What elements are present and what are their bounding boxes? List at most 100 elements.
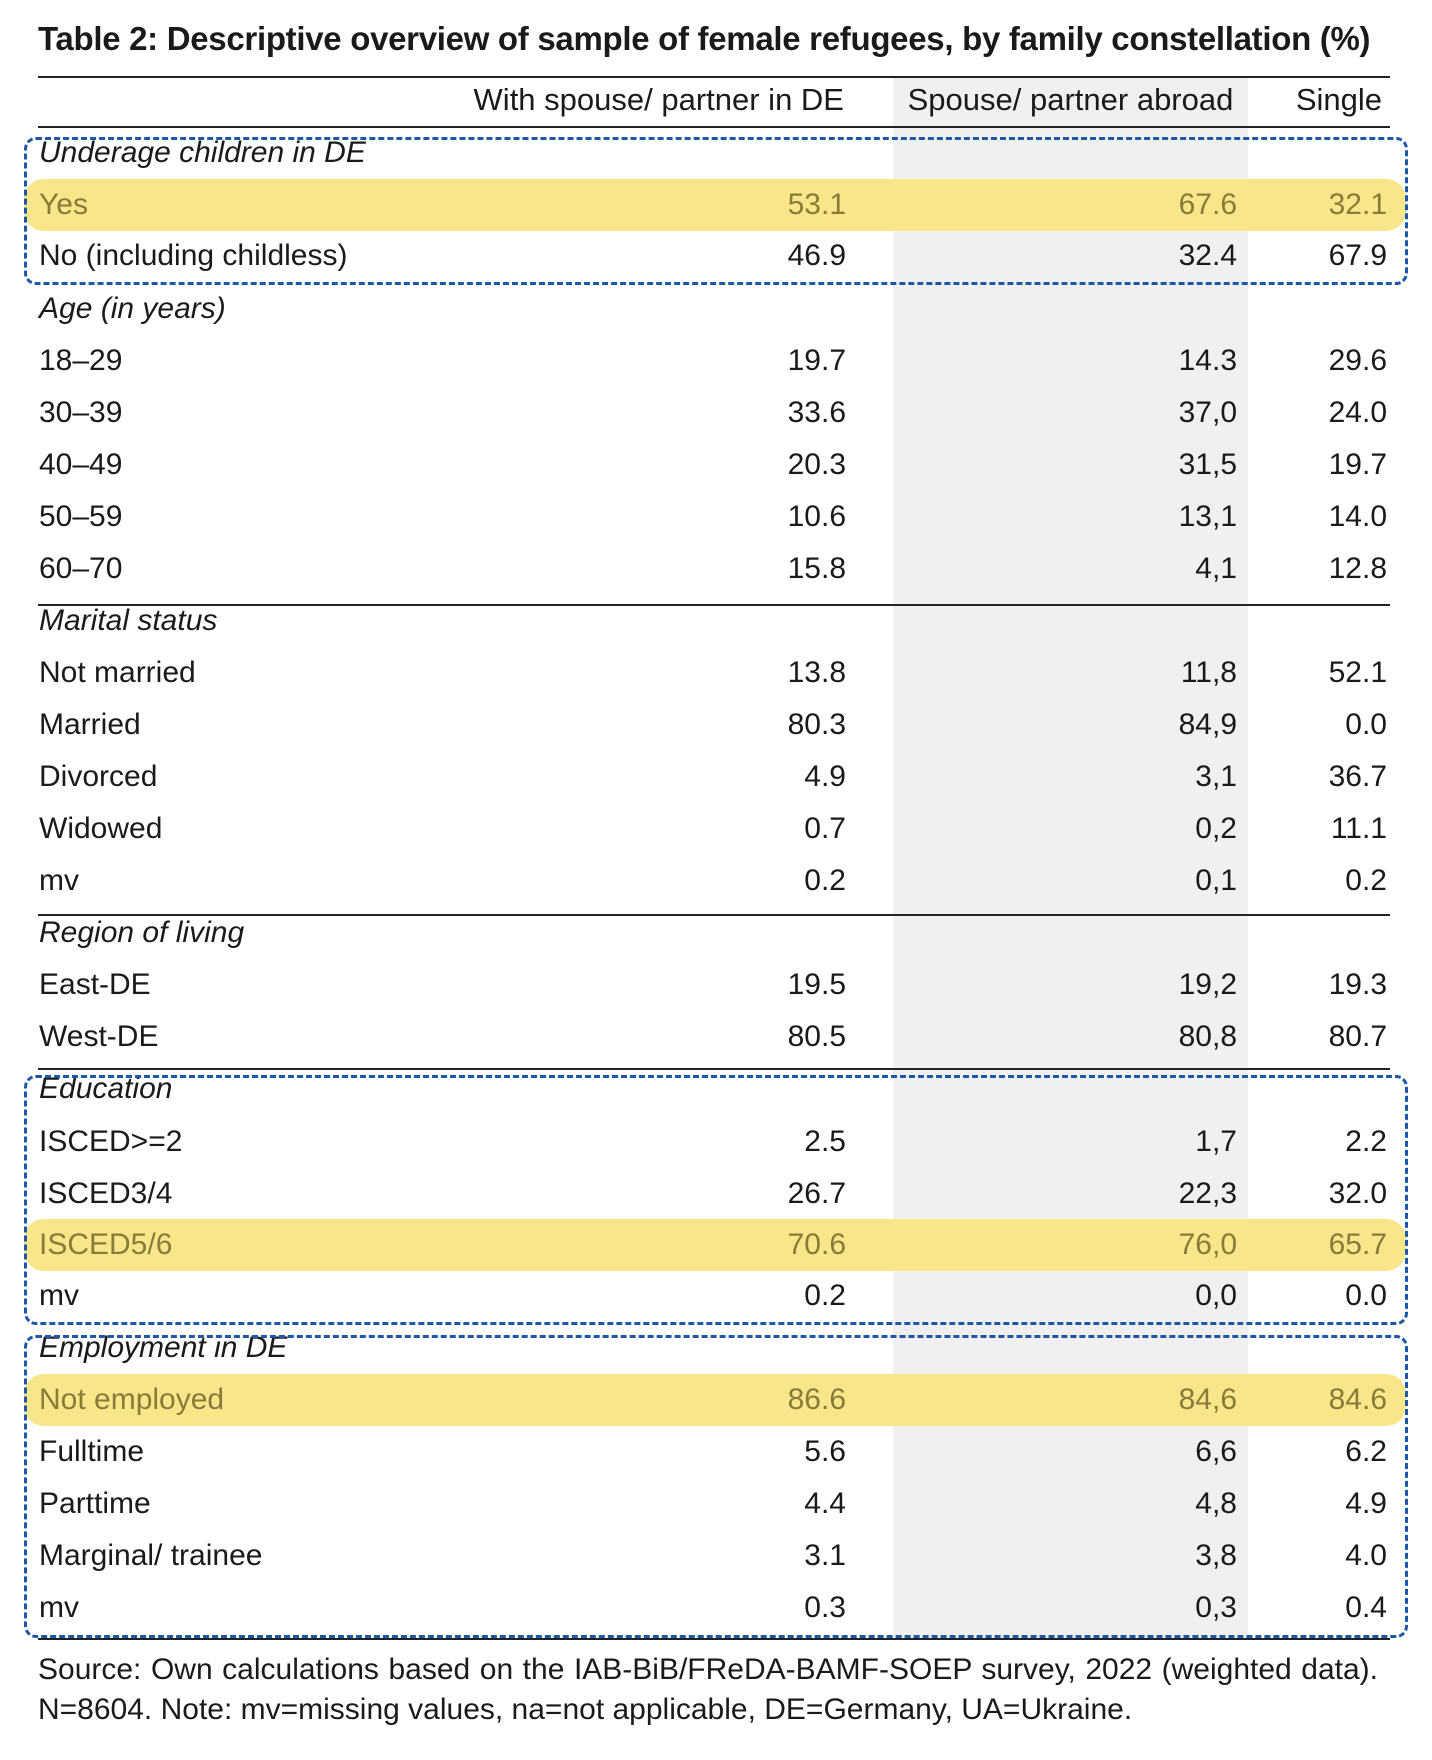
cell-single: 0.0 — [1345, 708, 1387, 741]
row-label: ISCED5/6 — [39, 1228, 173, 1261]
cell-spouse-in-de: 0.7 — [804, 812, 846, 845]
cell-spouse-in-de: 0.3 — [804, 1591, 846, 1624]
cell-single: 24.0 — [1328, 396, 1387, 429]
row-label: West-DE — [39, 1020, 159, 1053]
cell-spouse-abroad: 0,2 — [1195, 812, 1237, 845]
cell-spouse-abroad: 0,3 — [1195, 1591, 1237, 1624]
cell-spouse-abroad: 4,1 — [1195, 552, 1237, 585]
cell-spouse-abroad: 31,5 — [1178, 448, 1237, 481]
top-rule — [38, 76, 1390, 78]
section-rule-marital — [38, 604, 1390, 606]
cell-spouse-abroad: 32.4 — [1178, 239, 1237, 272]
row-label: Divorced — [39, 760, 158, 793]
cell-spouse-abroad: 0,1 — [1195, 864, 1237, 897]
cell-single: 4.0 — [1345, 1539, 1387, 1572]
row-label: mv — [39, 1591, 79, 1624]
cell-spouse-in-de: 10.6 — [787, 500, 846, 533]
cell-single: 12.8 — [1328, 552, 1387, 585]
table-row: 60–70 15.8 4,1 12.8 — [0, 543, 1432, 595]
table-row: 30–39 33.6 37,0 24.0 — [0, 387, 1432, 439]
cell-spouse-abroad: 67.6 — [1178, 188, 1237, 221]
cell-spouse-in-de: 33.6 — [787, 396, 846, 429]
cell-single: 36.7 — [1328, 760, 1387, 793]
table-row: 40–49 20.3 31,5 19.7 — [0, 439, 1432, 491]
table-title: Table 2: Descriptive overview of sample … — [38, 20, 1371, 57]
section-header-row: Age (in years) — [0, 283, 1432, 335]
table-row: mv 0.2 0,0 0.0 — [0, 1270, 1432, 1322]
section-header-label: Marital status — [39, 604, 218, 637]
cell-spouse-abroad: 84,6 — [1178, 1383, 1237, 1416]
cell-spouse-in-de: 0.2 — [804, 864, 846, 897]
section-header-row: Underage children in DE — [0, 127, 1432, 179]
column-header-spouse-in-de: With spouse/ partner in DE — [473, 82, 844, 117]
cell-spouse-in-de: 80.5 — [787, 1020, 846, 1053]
cell-single: 52.1 — [1328, 656, 1387, 689]
column-header-spouse-abroad: Spouse/ partner abroad — [907, 82, 1234, 117]
cell-spouse-in-de: 80.3 — [787, 708, 846, 741]
row-label: 40–49 — [39, 448, 123, 481]
cell-spouse-abroad: 3,1 — [1195, 760, 1237, 793]
row-label: mv — [39, 1279, 79, 1312]
cell-single: 19.3 — [1328, 968, 1387, 1001]
cell-single: 0.0 — [1345, 1279, 1387, 1312]
section-header-label: Region of living — [39, 916, 245, 949]
cell-spouse-in-de: 19.7 — [787, 344, 846, 377]
cell-single: 0.2 — [1345, 864, 1387, 897]
cell-single: 32.1 — [1328, 188, 1387, 221]
table-row: West-DE 80.5 80,8 80.7 — [0, 1011, 1432, 1063]
table-row: 50–59 10.6 13,1 14.0 — [0, 491, 1432, 543]
header-rule — [38, 126, 1390, 128]
cell-spouse-in-de: 4.9 — [804, 760, 846, 793]
cell-spouse-in-de: 70.6 — [787, 1228, 846, 1261]
cell-spouse-abroad: 37,0 — [1178, 396, 1237, 429]
cell-spouse-abroad: 0,0 — [1195, 1279, 1237, 1312]
table-row: ISCED>=2 2.5 1,7 2.2 — [0, 1116, 1432, 1168]
cell-spouse-abroad: 22,3 — [1178, 1177, 1237, 1210]
cell-spouse-in-de: 4.4 — [804, 1487, 846, 1520]
cell-spouse-abroad: 84,9 — [1178, 708, 1237, 741]
row-label: Widowed — [39, 812, 163, 845]
cell-single: 19.7 — [1328, 448, 1387, 481]
cell-spouse-abroad: 19,2 — [1178, 968, 1237, 1001]
dashed-box-employment — [24, 1335, 1408, 1638]
table-row: mv 0.2 0,1 0.2 — [0, 855, 1432, 907]
section-header-label: Age (in years) — [39, 292, 226, 325]
cell-spouse-abroad: 14.3 — [1178, 344, 1237, 377]
cell-spouse-abroad: 13,1 — [1178, 500, 1237, 533]
cell-spouse-abroad: 11,8 — [1180, 656, 1237, 689]
cell-single: 29.6 — [1328, 344, 1387, 377]
table-row: Marginal/ trainee 3.1 3,8 4.0 — [0, 1530, 1432, 1582]
row-highlight — [24, 179, 1406, 231]
table-row: ISCED3/4 26.7 22,3 32.0 — [0, 1168, 1432, 1220]
cell-single: 11.1 — [1330, 812, 1387, 845]
table-row: Widowed 0.7 0,2 11.1 — [0, 803, 1432, 855]
cell-spouse-in-de: 20.3 — [787, 448, 846, 481]
table-row: Divorced 4.9 3,1 36.7 — [0, 751, 1432, 803]
table-row: Not married 13.8 11,8 52.1 — [0, 647, 1432, 699]
cell-spouse-in-de: 26.7 — [787, 1177, 846, 1210]
section-rule-region — [38, 914, 1390, 916]
cell-single: 84.6 — [1328, 1383, 1387, 1416]
row-label: Not married — [39, 656, 196, 689]
table-row: Not employed 86.6 84,6 84.6 — [0, 1374, 1432, 1426]
table-row: Married 80.3 84,9 0.0 — [0, 699, 1432, 751]
row-label: ISCED3/4 — [39, 1177, 173, 1210]
row-label: East-DE — [39, 968, 151, 1001]
cell-spouse-abroad: 1,7 — [1195, 1125, 1237, 1158]
cell-single: 0.4 — [1345, 1591, 1387, 1624]
cell-spouse-abroad: 4,8 — [1195, 1487, 1237, 1520]
section-rule-education — [38, 1068, 1390, 1070]
cell-single: 14.0 — [1328, 500, 1387, 533]
cell-single: 80.7 — [1328, 1020, 1387, 1053]
cell-single: 6.2 — [1345, 1435, 1387, 1468]
cell-single: 32.0 — [1328, 1177, 1387, 1210]
table-row: 18–29 19.7 14.3 29.6 — [0, 335, 1432, 387]
cell-single: 65.7 — [1328, 1228, 1387, 1261]
row-label: 30–39 — [39, 396, 123, 429]
row-label: Not employed — [39, 1383, 225, 1416]
source-note: Source: Own calculations based on the IA… — [38, 1653, 1378, 1726]
dashed-box-children — [24, 137, 1408, 285]
row-label: Parttime — [39, 1487, 151, 1520]
row-label: Fulltime — [39, 1435, 145, 1468]
table-row: mv 0.3 0,3 0.4 — [0, 1582, 1432, 1634]
